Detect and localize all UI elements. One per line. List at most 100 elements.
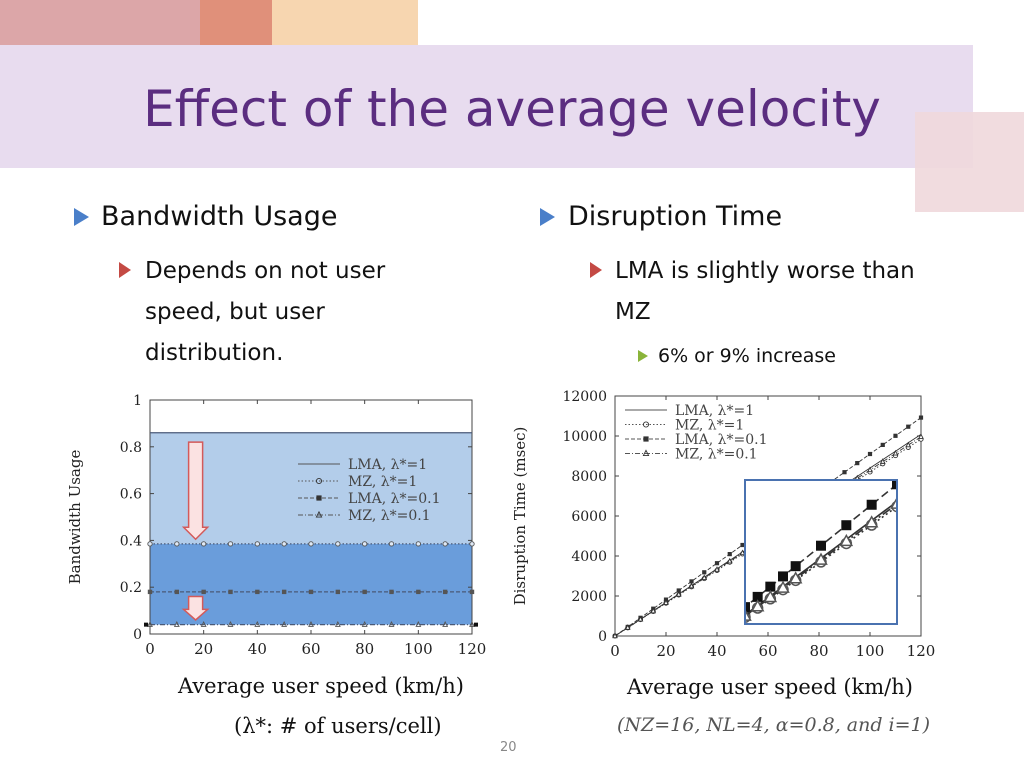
inset-data-point	[788, 571, 803, 584]
data-point	[650, 607, 657, 614]
data-point	[334, 620, 341, 627]
data-point	[688, 582, 695, 589]
x-tick-label: 0	[610, 642, 620, 660]
data-point	[642, 449, 650, 457]
page-number: 20	[500, 740, 517, 755]
data-point	[388, 620, 395, 627]
inset-content	[746, 481, 896, 623]
left-footnote: (λ*: # of users/cell)	[234, 714, 442, 738]
left-sub-line-3: distribution.	[145, 340, 284, 366]
y-tick-label: 1	[133, 393, 142, 409]
data-point	[643, 436, 649, 442]
x-tick-label: 100	[404, 640, 433, 658]
data-point	[642, 421, 650, 428]
data-point	[675, 590, 682, 597]
data-point	[254, 541, 260, 547]
data-point	[714, 566, 720, 572]
left-x-caption: Average user speed (km/h)	[178, 674, 464, 698]
legend-label: LMA, λ*=0.1	[675, 432, 768, 448]
highlight-band	[150, 432, 472, 544]
y-tick-label: 6000	[571, 509, 607, 525]
y-tick-label: 0.6	[120, 487, 142, 503]
inset-data-point	[814, 552, 828, 565]
inset-data-point	[839, 533, 854, 547]
data-point	[689, 579, 694, 584]
data-point	[308, 589, 314, 595]
data-point	[227, 541, 234, 547]
legend-label: MZ, λ*=0.1	[348, 508, 431, 524]
data-point	[415, 620, 422, 627]
left-sub-line-2: speed, but user	[145, 299, 325, 325]
inset-data-point	[790, 561, 801, 572]
data-point	[442, 541, 448, 547]
x-tick-label: 120	[458, 640, 487, 658]
x-tick-label: 0	[145, 640, 155, 658]
bullet-marker	[540, 208, 555, 226]
data-point	[228, 589, 233, 595]
data-point	[663, 599, 669, 605]
x-tick-label: 40	[707, 642, 726, 660]
data-point	[474, 622, 478, 627]
x-tick-label: 40	[248, 640, 267, 658]
x-tick-label: 80	[355, 640, 374, 658]
inset-data-point	[890, 498, 896, 509]
x-tick-label: 80	[809, 642, 828, 660]
data-point	[442, 589, 448, 595]
data-point	[315, 510, 323, 518]
data-point	[918, 433, 924, 439]
y-tick-label: 0.2	[120, 580, 142, 596]
bullet-marker	[119, 262, 131, 278]
y-tick-label: 0	[133, 627, 142, 643]
data-point	[867, 451, 873, 457]
y-tick-label: 0	[598, 629, 607, 645]
right-x-caption: Average user speed (km/h)	[627, 675, 913, 699]
x-tick-label: 60	[758, 642, 777, 660]
data-point	[880, 442, 885, 447]
data-point	[906, 424, 911, 429]
data-point	[281, 541, 287, 547]
data-point	[281, 589, 287, 595]
right-footnote: (NZ=16, NL=4, α=0.8, and i=1)	[617, 714, 931, 736]
data-point	[147, 541, 153, 547]
inset-data-point	[864, 515, 879, 528]
inset-data-point	[765, 581, 776, 592]
down-arrow-icon	[181, 595, 210, 621]
inset-data-point	[778, 571, 788, 582]
data-point	[469, 541, 475, 547]
data-point	[388, 541, 395, 547]
down-arrow-icon	[181, 441, 210, 541]
inset-data-point	[816, 540, 826, 551]
data-point	[201, 589, 206, 595]
left-sub-line-1: Depends on not user	[145, 258, 386, 284]
data-point	[415, 541, 421, 547]
x-tick-label: 20	[194, 640, 213, 658]
data-point	[254, 620, 261, 627]
bullet-disruption-time: Disruption Time	[568, 201, 783, 232]
data-point	[255, 589, 260, 595]
data-point	[335, 589, 341, 595]
y-tick-label: 4000	[571, 549, 607, 565]
data-point	[469, 589, 475, 595]
data-point	[362, 589, 367, 595]
data-point	[227, 620, 234, 627]
bullet-bandwidth-usage: Bandwidth Usage	[101, 201, 338, 232]
data-point	[200, 620, 207, 627]
data-point	[918, 415, 924, 420]
data-point	[739, 549, 746, 556]
x-tick-label: 60	[301, 640, 320, 658]
data-point	[879, 458, 886, 464]
legend-label: LMA, λ*=0.1	[348, 491, 441, 507]
data-point	[174, 541, 180, 547]
data-point	[893, 433, 898, 438]
inset-data-point	[746, 602, 750, 613]
legend-label: LMA, λ*=1	[348, 457, 427, 473]
data-point	[727, 552, 732, 557]
decor-block-right	[915, 112, 1024, 212]
data-point	[315, 477, 323, 485]
data-point	[389, 589, 394, 595]
inset-data-point	[866, 499, 877, 510]
bullet-marker	[74, 208, 89, 226]
data-point	[147, 620, 153, 627]
data-point	[842, 470, 847, 475]
y-tick-label: 12000	[562, 389, 607, 405]
